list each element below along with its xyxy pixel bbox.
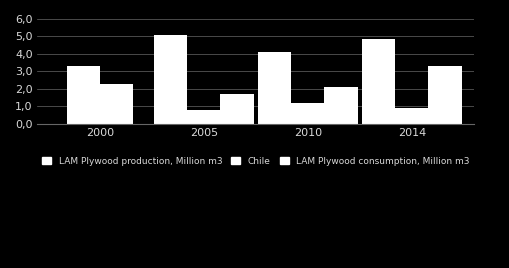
Bar (258, 52, 291, 124)
Bar (67, 66, 100, 124)
Bar (324, 87, 358, 124)
Bar (187, 110, 220, 124)
Bar (362, 39, 395, 124)
Bar (395, 108, 429, 124)
Bar (100, 84, 133, 124)
Bar (291, 103, 324, 124)
Legend: LAM Plywood production, Million m3, Chile, LAM Plywood consumption, Million m3: LAM Plywood production, Million m3, Chil… (39, 153, 473, 169)
Bar (220, 94, 254, 124)
Bar (429, 66, 462, 124)
Bar (154, 35, 187, 124)
